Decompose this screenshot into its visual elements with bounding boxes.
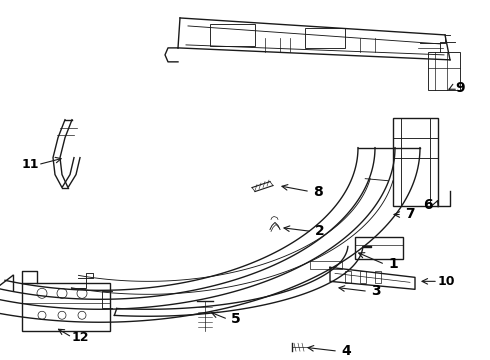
Text: 9: 9	[455, 81, 465, 95]
Text: 5: 5	[231, 312, 241, 326]
Text: 2: 2	[315, 224, 325, 238]
Bar	[360, 271, 366, 283]
Text: 1: 1	[388, 257, 398, 271]
Text: 12: 12	[71, 331, 89, 344]
Text: 6: 6	[423, 198, 433, 212]
Bar	[22, 283, 110, 331]
Bar	[345, 271, 351, 283]
Text: 11: 11	[21, 158, 39, 171]
Bar	[305, 28, 345, 48]
Text: 4: 4	[341, 344, 351, 358]
Bar	[355, 238, 403, 260]
Bar	[428, 52, 460, 90]
Text: 10: 10	[437, 275, 455, 288]
Bar	[393, 118, 438, 206]
Bar	[375, 271, 381, 283]
Text: 7: 7	[405, 207, 415, 221]
Bar	[210, 24, 255, 46]
Text: 8: 8	[313, 185, 323, 199]
Bar	[310, 261, 342, 269]
Text: 3: 3	[371, 284, 381, 298]
